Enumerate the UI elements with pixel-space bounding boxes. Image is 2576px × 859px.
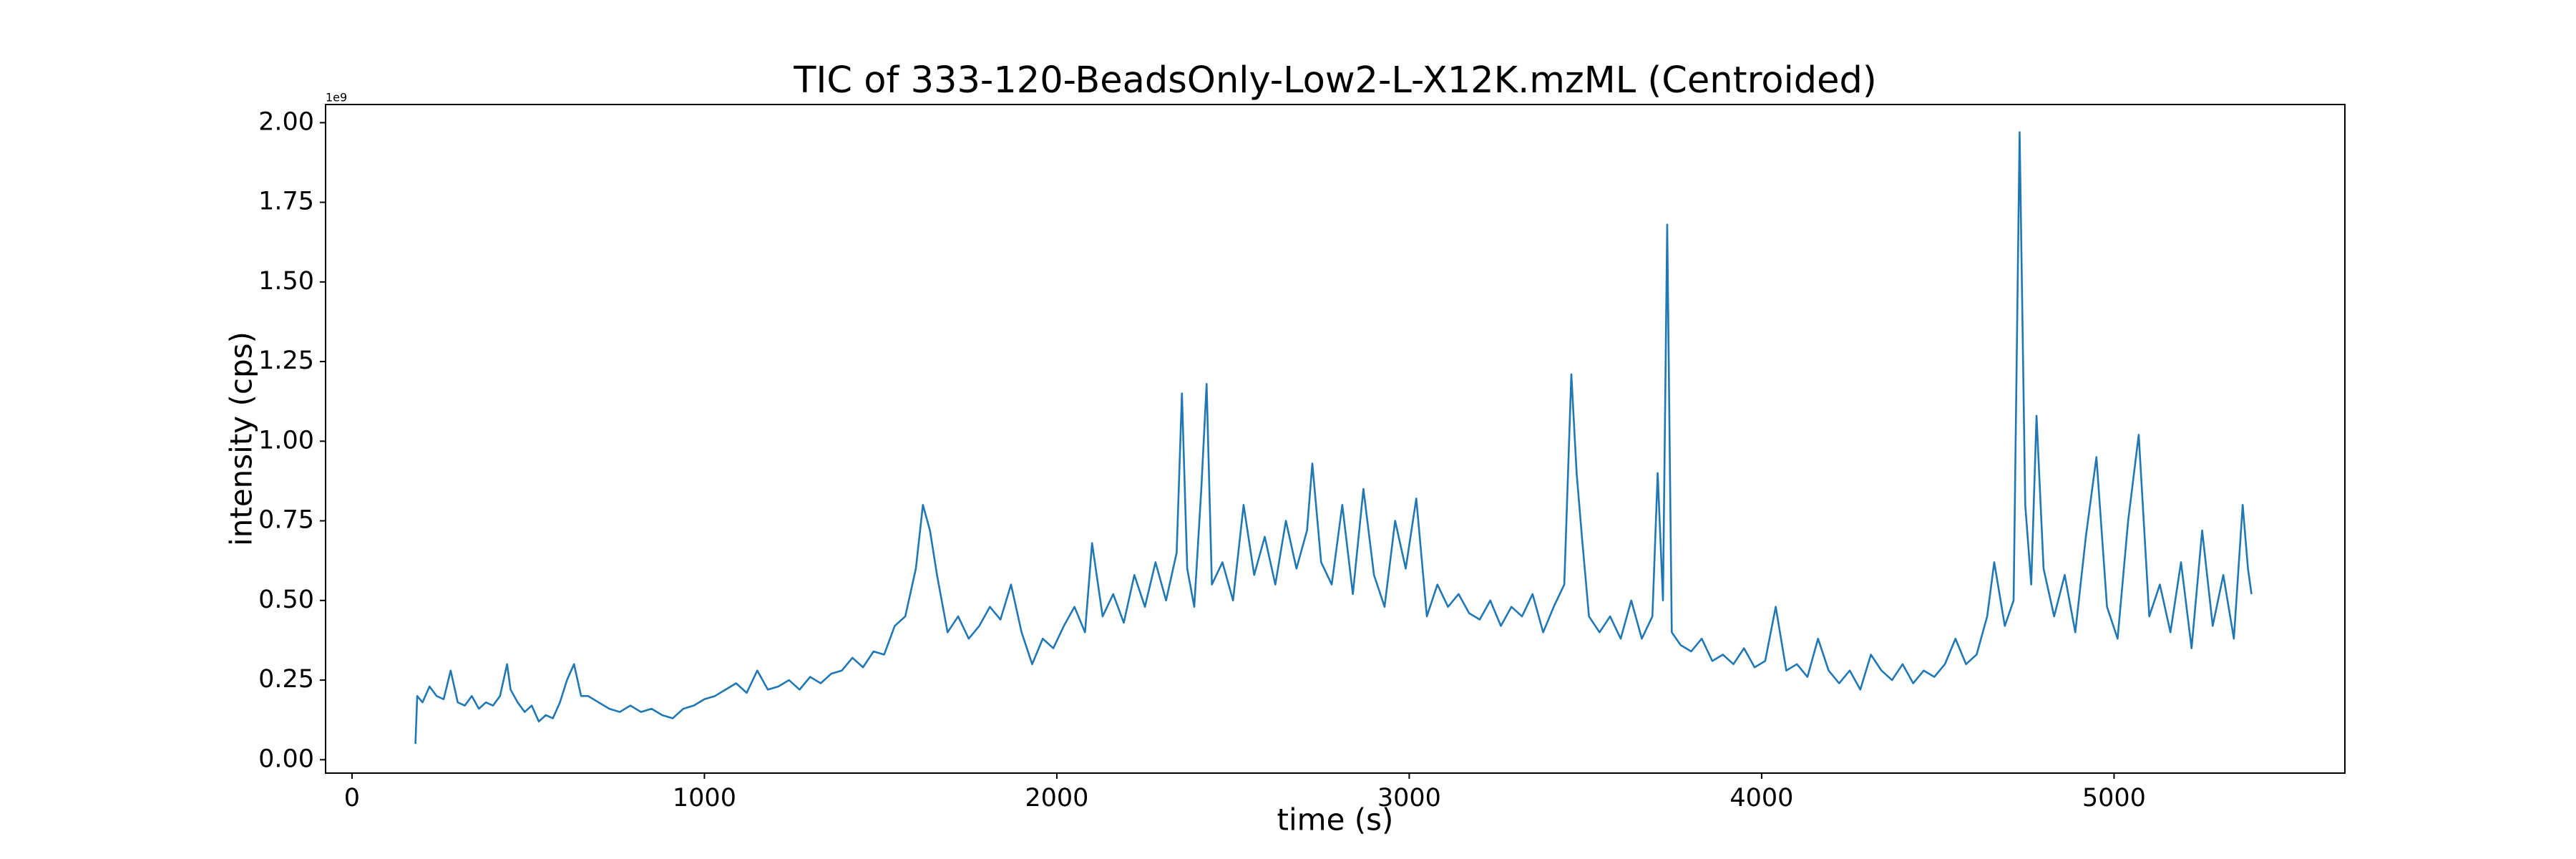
plot-frame bbox=[325, 104, 2346, 774]
y-tick-label: 1.00 bbox=[258, 426, 314, 455]
y-axis-label: intensity (cps) bbox=[224, 331, 259, 546]
x-tick-label: 1000 bbox=[673, 784, 736, 812]
y-tick-label: 1.50 bbox=[258, 267, 314, 296]
y-tick-label: 0.00 bbox=[258, 744, 314, 773]
y-tick-label: 2.00 bbox=[258, 107, 314, 136]
data-line bbox=[414, 131, 2253, 744]
x-tick-label: 0 bbox=[344, 784, 360, 812]
y-tick-label: 1.75 bbox=[258, 188, 314, 216]
y-tick-label: 0.25 bbox=[258, 665, 314, 694]
y-tick-label: 1.25 bbox=[258, 346, 314, 375]
x-tick-label: 2000 bbox=[1025, 784, 1088, 812]
x-tick-label: 3000 bbox=[1377, 784, 1441, 812]
chart-title: TIC of 333-120-BeadsOnly-Low2-L-X12K.mzM… bbox=[793, 59, 1877, 102]
y-tick-label: 0.75 bbox=[258, 506, 314, 535]
y-offset-label: 1e9 bbox=[326, 91, 347, 105]
x-tick-label: 4000 bbox=[1729, 784, 1793, 812]
x-axis-label: time (s) bbox=[1277, 802, 1394, 838]
x-tick-label: 5000 bbox=[2082, 784, 2146, 812]
y-tick-label: 0.50 bbox=[258, 586, 314, 614]
